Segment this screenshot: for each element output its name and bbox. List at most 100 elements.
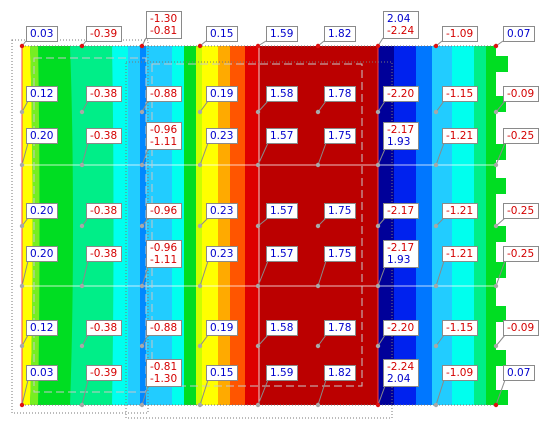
row-5-value-label: 1.78 xyxy=(324,320,357,336)
row-2-value-label: 1.57 xyxy=(266,128,299,144)
node-point xyxy=(375,283,381,289)
node-point xyxy=(315,162,321,168)
row-5-value-label: -0.88 xyxy=(146,320,183,336)
row-2-value-label: -0.38 xyxy=(86,128,123,144)
node-point xyxy=(433,43,439,49)
row-2-value-label: -2.17 1.93 xyxy=(383,122,420,150)
value-text: -0.96 xyxy=(150,205,178,217)
value-text: -1.09 xyxy=(446,28,474,40)
node-point xyxy=(375,162,381,168)
value-text: 1.82 xyxy=(328,28,352,40)
row-6-value-label: 1.59 xyxy=(266,365,299,381)
node-point xyxy=(255,343,261,349)
row-6-value-label: -0.39 xyxy=(86,365,123,381)
node-point xyxy=(139,109,145,115)
value-text: -0.38 xyxy=(90,130,118,142)
node-point xyxy=(19,283,25,289)
value-text: -0.25 xyxy=(507,130,535,142)
value-text: 0.20 xyxy=(30,130,54,142)
value-text: 1.59 xyxy=(270,367,294,379)
value-text: 0.23 xyxy=(210,130,234,142)
top-edge-value-label: -0.39 xyxy=(86,26,123,42)
node-point xyxy=(197,223,203,229)
band-aqua-right xyxy=(452,46,476,405)
value-text: -1.09 xyxy=(446,367,474,379)
node-point xyxy=(79,109,85,115)
value-text: 1.78 xyxy=(328,88,352,100)
node-point xyxy=(493,283,499,289)
leader-line xyxy=(317,260,327,287)
node-point xyxy=(19,223,25,229)
top-edge-value-label: 1.59 xyxy=(266,26,299,42)
leader-line xyxy=(21,379,29,406)
value-text: 0.19 xyxy=(210,322,234,334)
row-4-value-label: 1.75 xyxy=(324,246,357,262)
node-point xyxy=(79,43,85,49)
node-point xyxy=(197,162,203,168)
value-text: 1.58 xyxy=(270,322,294,334)
value-text: 1.75 xyxy=(328,130,352,142)
row-3-value-label: -1.21 xyxy=(442,203,479,219)
value-text: 1.78 xyxy=(328,322,352,334)
value-text: 0.20 xyxy=(30,248,54,260)
value-text: -0.96 xyxy=(150,124,178,136)
value-text: -0.38 xyxy=(90,205,118,217)
leader-line xyxy=(435,334,445,347)
leader-line xyxy=(435,142,445,166)
value-text: -0.88 xyxy=(150,88,178,100)
row-3-value-label: -0.38 xyxy=(86,203,123,219)
node-point xyxy=(493,223,499,229)
value-text: -2.20 xyxy=(387,88,415,100)
row-3-value-label: 0.20 xyxy=(26,203,59,219)
node-point xyxy=(255,43,261,49)
node-point xyxy=(255,109,261,115)
row-1-value-label: 0.12 xyxy=(26,86,59,102)
value-text: 0.23 xyxy=(210,205,234,217)
node-point xyxy=(79,223,85,229)
row-4-value-label: -2.17 1.93 xyxy=(383,240,420,268)
node-point xyxy=(19,402,25,408)
band-blue xyxy=(394,46,418,405)
node-point xyxy=(197,402,203,408)
node-point xyxy=(375,109,381,115)
value-text: 0.03 xyxy=(30,367,54,379)
value-text: -1.15 xyxy=(446,322,474,334)
value-text: 2.04 xyxy=(387,373,411,385)
node-point xyxy=(19,162,25,168)
value-text: 0.12 xyxy=(30,88,54,100)
leader-line xyxy=(81,379,89,406)
row-1-value-label: -0.38 xyxy=(86,86,123,102)
value-text: 1.57 xyxy=(270,205,294,217)
node-point xyxy=(139,162,145,168)
band-mid-blue xyxy=(416,46,434,405)
row-2-value-label: -1.21 xyxy=(442,128,479,144)
node-point xyxy=(315,283,321,289)
node-point xyxy=(139,343,145,349)
row-4-value-label: 0.23 xyxy=(206,246,239,262)
value-text: -2.24 xyxy=(387,25,415,37)
node-point xyxy=(315,109,321,115)
node-point xyxy=(197,109,203,115)
node-point xyxy=(255,283,261,289)
node-point xyxy=(255,223,261,229)
leader-line xyxy=(141,148,149,166)
leader-line xyxy=(81,142,89,166)
value-text: 1.75 xyxy=(328,205,352,217)
leader-line xyxy=(435,100,445,113)
value-text: -0.09 xyxy=(507,322,535,334)
row-4-value-label: -0.25 xyxy=(503,246,540,262)
row-3-value-label: 1.57 xyxy=(266,203,299,219)
value-text: -2.17 xyxy=(387,242,415,254)
value-text: -1.30 xyxy=(150,373,178,385)
row-4-value-label: -0.96 -1.11 xyxy=(146,240,183,268)
row-4-value-label: 0.20 xyxy=(26,246,59,262)
node-point xyxy=(139,43,145,49)
row-5-value-label: -2.20 xyxy=(383,320,420,336)
node-point xyxy=(197,343,203,349)
row-5-value-label: -0.38 xyxy=(86,320,123,336)
node-point xyxy=(315,43,321,49)
node-point xyxy=(493,43,499,49)
leader-line xyxy=(317,142,327,166)
leader-line xyxy=(495,379,506,406)
node-point xyxy=(139,223,145,229)
